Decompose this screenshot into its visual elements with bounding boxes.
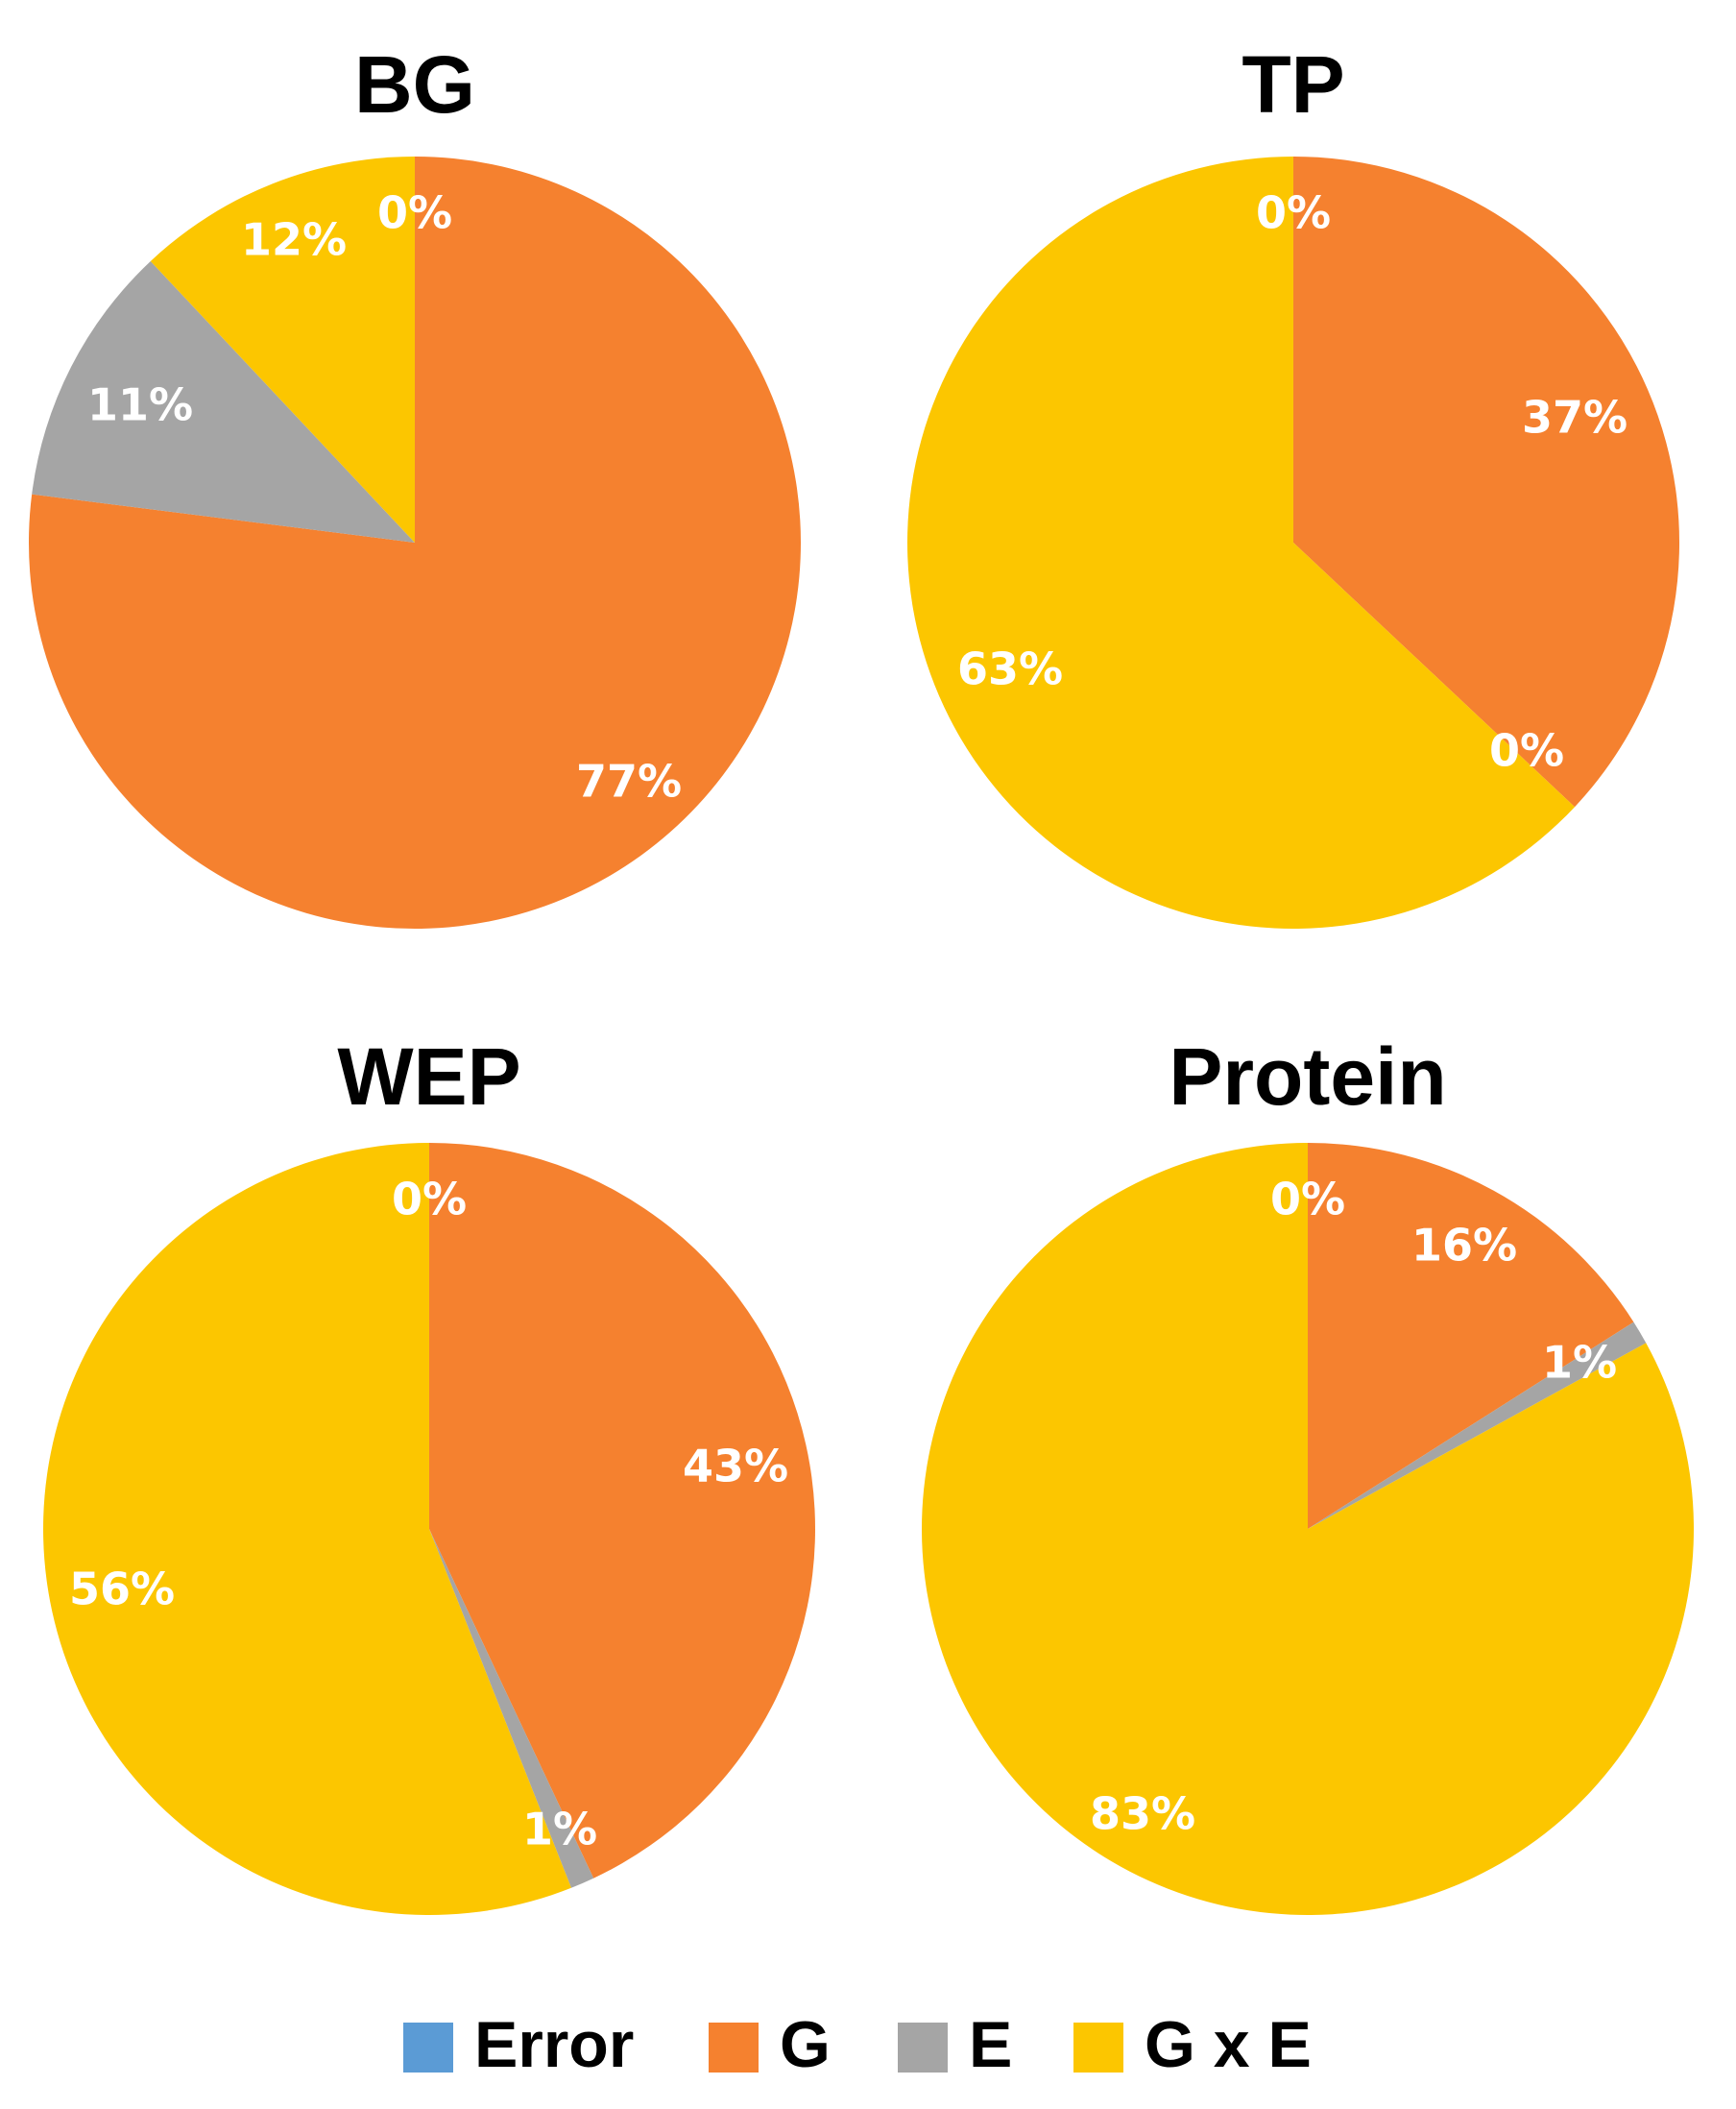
pie-slice bbox=[1293, 157, 1680, 808]
data-label: 83% bbox=[1090, 1788, 1195, 1840]
chart-title: TP bbox=[1242, 39, 1344, 130]
legend-item: Error bbox=[403, 2008, 634, 2081]
data-label: 37% bbox=[1522, 392, 1628, 444]
data-label: 11% bbox=[87, 379, 193, 431]
pie-charts: BG 0% 77% 11% 12% TP 0% 37% 0% 63% WEP 0% 43% 1% 56% Pr… bbox=[29, 39, 1695, 1915]
legend-item: G x E bbox=[1073, 2008, 1312, 2081]
data-label: 0% bbox=[1489, 725, 1564, 777]
legend-label: G bbox=[780, 2008, 831, 2081]
pie-slice bbox=[43, 1143, 571, 1915]
data-label: 63% bbox=[957, 643, 1063, 695]
pie-slice bbox=[32, 260, 416, 543]
chart-title: Protein bbox=[1169, 1031, 1446, 1122]
chart-title: WEP bbox=[337, 1031, 520, 1122]
pie-slice bbox=[29, 157, 802, 930]
legend-swatch bbox=[403, 2023, 453, 2073]
data-label: 1% bbox=[1542, 1337, 1617, 1389]
pie-slice bbox=[922, 1143, 1695, 1915]
pie-slice bbox=[150, 157, 415, 543]
data-label: 1% bbox=[522, 1804, 597, 1855]
pie-slice bbox=[1308, 1321, 1647, 1529]
legend-swatch bbox=[1073, 2023, 1123, 2073]
data-label: 0% bbox=[392, 1174, 467, 1225]
legend-item: E bbox=[898, 2008, 1012, 2081]
pie-slice bbox=[907, 157, 1576, 929]
pie-slice bbox=[429, 1529, 594, 1888]
data-label: 12% bbox=[241, 214, 347, 266]
pie-chart: Protein 0% 16% 1% 83% bbox=[922, 1031, 1695, 1915]
chart-title: BG bbox=[354, 39, 475, 130]
legend: Error G E G x E bbox=[403, 2008, 1312, 2081]
data-label: 43% bbox=[683, 1441, 788, 1492]
data-label: 16% bbox=[1411, 1220, 1517, 1272]
data-label: 77% bbox=[576, 756, 682, 808]
legend-swatch bbox=[709, 2023, 759, 2073]
data-label: 0% bbox=[1270, 1174, 1345, 1225]
pie-chart: BG 0% 77% 11% 12% bbox=[29, 39, 802, 930]
pie-slice bbox=[429, 1143, 815, 1879]
pie-slice bbox=[1308, 1143, 1634, 1529]
legend-swatch bbox=[898, 2023, 948, 2073]
legend-label: Error bbox=[474, 2008, 634, 2081]
data-label: 56% bbox=[69, 1564, 175, 1615]
data-label: 0% bbox=[377, 187, 452, 239]
legend-item: G bbox=[709, 2008, 831, 2081]
legend-label: G x E bbox=[1145, 2008, 1312, 2081]
pie-chart: TP 0% 37% 0% 63% bbox=[907, 39, 1680, 929]
data-label: 0% bbox=[1256, 187, 1331, 239]
legend-label: E bbox=[969, 2008, 1012, 2081]
pie-chart: WEP 0% 43% 1% 56% bbox=[43, 1031, 815, 1915]
